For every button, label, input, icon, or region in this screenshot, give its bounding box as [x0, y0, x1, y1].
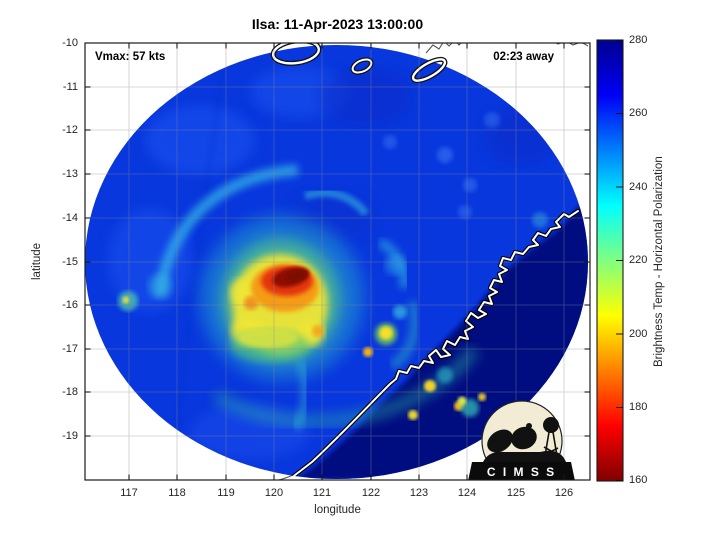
y-tick-label: -16 [62, 299, 78, 311]
colorbar-tick-label: 160 [629, 474, 648, 486]
y-tick-label: -12 [62, 124, 78, 136]
colorbar-tick-label: 200 [629, 328, 648, 340]
axis-frame [84, 42, 591, 481]
rainbands [118, 164, 548, 431]
y-tick-label: -19 [62, 430, 78, 442]
x-tick-label: 121 [312, 487, 332, 499]
x-tick-label: 125 [506, 487, 526, 499]
y-tick-label: -18 [62, 386, 78, 398]
colorbar [596, 39, 624, 482]
plot-title: Ilsa: 11-Apr-2023 13:00:00 [251, 16, 424, 32]
x-tick-label: 123 [409, 487, 429, 499]
y-tick-label: -11 [62, 81, 78, 93]
colorbar-ticks [616, 40, 623, 481]
y-tick-label: -17 [62, 343, 78, 355]
colorbar-tick-label: 280 [629, 34, 648, 46]
colorbar-tick-label: 260 [629, 107, 648, 119]
colorbar-tick-label: 240 [629, 181, 648, 193]
swath-image [85, 45, 588, 479]
x-tick-label: 122 [361, 487, 381, 499]
colorbar-tick-label: 220 [629, 254, 648, 266]
cimss-banner [468, 462, 575, 480]
satellite-dish-icon [511, 426, 537, 450]
x-tick-label: 126 [554, 487, 574, 499]
x-tick-label: 124 [457, 487, 477, 499]
gridlines [85, 43, 590, 480]
dish-base [483, 450, 566, 462]
vmax-annotation: Vmax: 57 kts [95, 51, 166, 63]
island-outlines [270, 43, 448, 84]
time-away-annotation: 02:23 away [493, 51, 554, 63]
y-tick-label: -13 [62, 168, 78, 180]
x-axis-label: longitude [314, 504, 361, 516]
coastline-australia [288, 208, 581, 479]
y-tick-label: -15 [62, 256, 78, 268]
colorbar-tick-label: 180 [629, 401, 648, 413]
axis-ticks [85, 43, 590, 480]
convective-cells [363, 323, 486, 420]
x-tick-label: 119 [217, 487, 235, 499]
x-tick-label: 118 [168, 487, 186, 499]
x-tick-label: 117 [120, 487, 138, 499]
satellite-dish-icon [487, 429, 513, 453]
y-tick-label: -10 [62, 37, 78, 49]
y-tick-label: -14 [62, 212, 78, 224]
x-tick-label: 120 [264, 487, 284, 499]
cimss-logo-text: C I M S S [487, 465, 556, 479]
cimss-logo: C I M S S [468, 400, 575, 480]
